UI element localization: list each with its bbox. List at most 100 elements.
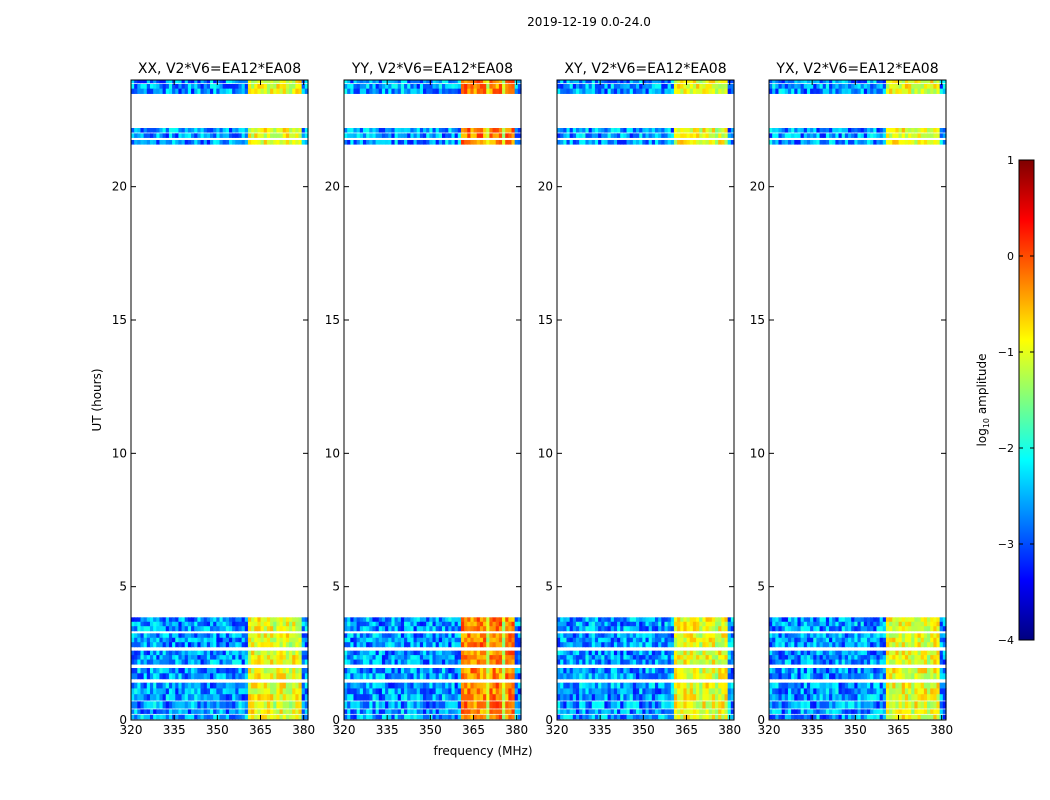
heatmap-cell [680, 88, 685, 94]
heatmap-cell [184, 682, 189, 690]
heatmap-cell [153, 84, 157, 90]
heatmap-cell [423, 626, 427, 632]
heatmap-cell [438, 633, 443, 639]
heatmap-cell [664, 617, 669, 623]
heatmap-cell [410, 709, 415, 714]
heatmap-cell [822, 617, 827, 623]
heatmap-cell [601, 140, 606, 145]
heatmap-cell [266, 709, 271, 714]
heatmap-cell [623, 709, 628, 714]
heatmap-cell [260, 682, 265, 690]
heatmap-cell [203, 709, 208, 714]
heatmap-cell [473, 701, 478, 709]
heatmap-cell [715, 682, 719, 690]
heatmap-cell [689, 701, 694, 709]
heatmap-cell [159, 701, 164, 709]
heatmap-cell [362, 659, 367, 665]
heatmap-cell [667, 701, 672, 709]
heatmap-cell [579, 709, 583, 714]
heatmap-cell [626, 140, 631, 145]
heatmap-cell [197, 140, 202, 145]
heatmap-cell [391, 655, 396, 661]
heatmap-cell [222, 633, 227, 639]
heatmap-cell [134, 128, 138, 133]
heatmap-cell [585, 637, 590, 643]
heatmap-cell [257, 88, 262, 94]
heatmap-cell [372, 626, 377, 632]
heatmap-cell [347, 133, 351, 138]
heatmap-cell [854, 140, 859, 145]
heatmap-cell [829, 621, 833, 627]
heatmap-cell [156, 682, 161, 690]
heatmap-cell [159, 84, 164, 90]
heatmap-cell [178, 621, 183, 627]
heatmap-cell [708, 128, 713, 133]
heatmap-cell [711, 650, 716, 656]
heatmap-cell [222, 133, 227, 138]
heatmap-cell [381, 655, 386, 661]
heatmap-cell [936, 655, 941, 661]
heatmap-cell [359, 626, 364, 632]
heatmap-cell [257, 709, 262, 714]
heatmap-cell [557, 655, 561, 661]
heatmap-cell [372, 701, 377, 709]
heatmap-cell [933, 668, 938, 674]
heatmap-cell [591, 626, 596, 632]
heatmap-cell [822, 626, 827, 632]
heatmap-cell [942, 140, 947, 145]
heatmap-cell [866, 694, 871, 701]
heatmap-cell [730, 714, 735, 720]
heatmap-cell [413, 659, 418, 665]
heatmap-cell [569, 140, 574, 145]
heatmap-cell [470, 633, 475, 639]
heatmap-cell [848, 650, 852, 656]
heatmap-cell [301, 650, 306, 656]
heatmap-cell [601, 617, 606, 623]
heatmap-cell [787, 694, 792, 701]
heatmap-cell [508, 673, 513, 680]
heatmap-cell [353, 650, 358, 656]
heatmap-cell [661, 650, 666, 656]
heatmap-cell [134, 642, 138, 648]
heatmap-cell [705, 688, 710, 695]
heatmap-cell [464, 633, 468, 639]
heatmap-cell [483, 626, 487, 632]
heatmap-cell [727, 701, 732, 709]
heatmap-cell [557, 617, 561, 623]
heatmap-cell [407, 701, 411, 709]
heatmap-cell [410, 655, 415, 661]
heatmap-cell [514, 621, 519, 627]
heatmap-cell [359, 659, 364, 665]
heatmap-cell [235, 84, 240, 90]
heatmap-cell [460, 80, 465, 84]
heatmap-cell [197, 659, 202, 665]
panel-frame [556, 79, 735, 721]
heatmap-cell [435, 694, 440, 701]
heatmap-cell [194, 655, 198, 661]
heatmap-cell [203, 140, 208, 145]
heatmap-cell [301, 140, 306, 145]
heatmap-cell [251, 694, 255, 701]
heatmap-cell [908, 694, 912, 701]
heatmap-cell [636, 617, 640, 623]
heatmap-cell [582, 621, 587, 627]
heatmap-cell [476, 714, 481, 720]
heatmap-cell [197, 668, 202, 674]
heatmap-cell [213, 617, 217, 623]
heatmap-cell [617, 626, 621, 632]
heatmap-cell [241, 682, 246, 690]
heatmap-cell [942, 621, 947, 627]
heatmap-cell [579, 682, 583, 690]
heatmap-cell [715, 80, 719, 84]
heatmap-cell [629, 633, 634, 639]
heatmap-cell [829, 694, 833, 701]
heatmap-cell [410, 626, 415, 632]
heatmap-cell [225, 88, 230, 94]
heatmap-cell [680, 668, 685, 674]
heatmap-cell [435, 673, 440, 680]
heatmap-cell [162, 714, 167, 720]
heatmap-cell [667, 688, 672, 695]
heatmap-cell [841, 668, 846, 674]
heatmap-cell [882, 617, 887, 623]
heatmap-cell [137, 80, 142, 84]
